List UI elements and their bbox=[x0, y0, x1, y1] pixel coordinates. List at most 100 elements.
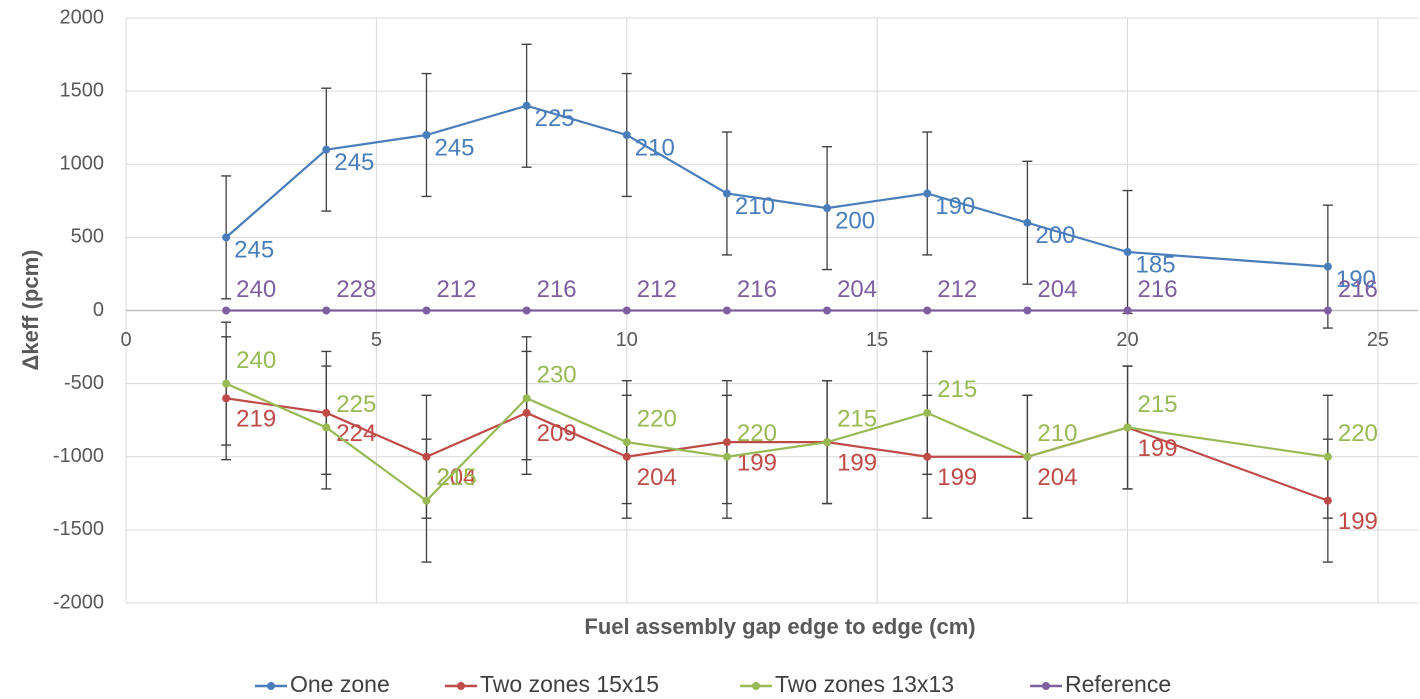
y-tick-label: -2000 bbox=[53, 591, 104, 613]
data-point bbox=[622, 131, 631, 139]
data-point bbox=[622, 306, 631, 315]
data-point bbox=[823, 438, 832, 447]
data-point bbox=[923, 452, 932, 461]
data-point bbox=[622, 452, 631, 461]
data-label: 224 bbox=[336, 420, 376, 447]
y-tick-label: 0 bbox=[93, 299, 104, 321]
data-label: 212 bbox=[637, 276, 677, 303]
legend-label: Two zones 15x15 bbox=[480, 671, 659, 697]
data-label: 215 bbox=[436, 464, 476, 491]
data-point bbox=[222, 394, 231, 403]
data-label: 225 bbox=[535, 105, 575, 132]
data-label: 199 bbox=[1338, 508, 1378, 535]
data-label: 185 bbox=[1136, 251, 1176, 278]
data-label: 245 bbox=[234, 237, 274, 264]
y-tick-label: 1000 bbox=[60, 153, 105, 175]
data-point bbox=[522, 408, 531, 417]
data-point bbox=[1123, 248, 1132, 256]
data-label: 240 bbox=[236, 347, 276, 374]
data-label: 199 bbox=[937, 464, 977, 491]
data-point bbox=[1023, 306, 1032, 315]
data-point bbox=[923, 189, 932, 198]
data-label: 216 bbox=[737, 276, 777, 303]
legend-swatch-dot bbox=[267, 682, 275, 690]
y-tick-label: -1000 bbox=[53, 445, 104, 467]
y-tick-label: 2000 bbox=[60, 6, 105, 28]
data-label: 204 bbox=[1037, 464, 1077, 491]
data-point bbox=[222, 379, 231, 388]
data-point bbox=[1123, 306, 1132, 315]
data-label: 220 bbox=[637, 405, 677, 432]
data-point bbox=[823, 204, 832, 213]
legend-label: One zone bbox=[290, 671, 390, 697]
y-axis-title: Δkeff (pcm) bbox=[18, 250, 43, 371]
data-label: 230 bbox=[537, 362, 577, 389]
data-label: 212 bbox=[937, 276, 977, 303]
x-tick-label: 0 bbox=[120, 329, 131, 351]
data-point bbox=[322, 408, 331, 417]
data-point bbox=[622, 438, 631, 447]
data-label: 245 bbox=[334, 149, 374, 176]
x-tick-label: 5 bbox=[371, 329, 382, 351]
data-point bbox=[1323, 262, 1332, 271]
data-point bbox=[823, 306, 832, 315]
legend-swatch-dot bbox=[1042, 682, 1050, 690]
y-tick-label: 1500 bbox=[60, 79, 105, 101]
data-label: 199 bbox=[1138, 435, 1178, 462]
data-point bbox=[1323, 452, 1332, 461]
data-point bbox=[722, 438, 731, 447]
data-point bbox=[222, 306, 231, 315]
data-label: 245 bbox=[434, 134, 474, 161]
data-label: 220 bbox=[737, 420, 777, 447]
data-label: 209 bbox=[537, 420, 577, 447]
legend-label: Two zones 13x13 bbox=[775, 671, 954, 697]
x-tick-label: 10 bbox=[616, 329, 638, 351]
legend-label: Reference bbox=[1065, 671, 1171, 697]
y-tick-label: -1500 bbox=[53, 518, 104, 540]
data-label: 204 bbox=[1037, 276, 1077, 303]
data-label: 216 bbox=[1138, 276, 1178, 303]
series-line bbox=[225, 104, 1328, 268]
data-label: 190 bbox=[1336, 266, 1376, 293]
x-axis-title: Fuel assembly gap edge to edge (cm) bbox=[584, 614, 975, 639]
data-point bbox=[422, 306, 431, 315]
data-point bbox=[422, 452, 431, 461]
data-point bbox=[322, 145, 331, 154]
data-label: 215 bbox=[937, 376, 977, 403]
data-point bbox=[1023, 452, 1032, 461]
data-point bbox=[322, 306, 331, 315]
data-label: 212 bbox=[436, 276, 476, 303]
data-label: 204 bbox=[637, 464, 677, 491]
data-label: 228 bbox=[336, 276, 376, 303]
x-tick-label: 15 bbox=[866, 329, 888, 351]
data-point bbox=[422, 131, 431, 139]
data-point bbox=[522, 101, 531, 110]
data-label: 199 bbox=[837, 449, 877, 476]
data-label: 220 bbox=[1338, 420, 1378, 447]
data-label: 210 bbox=[1037, 420, 1077, 447]
data-point bbox=[1323, 496, 1332, 505]
data-point bbox=[322, 423, 331, 432]
data-label: 215 bbox=[837, 405, 877, 432]
data-point bbox=[1023, 218, 1032, 227]
data-label: 216 bbox=[1338, 276, 1378, 303]
y-tick-label: 500 bbox=[71, 226, 104, 248]
data-label: 216 bbox=[537, 276, 577, 303]
data-point bbox=[722, 189, 731, 198]
x-tick-label: 20 bbox=[1116, 329, 1138, 351]
data-point bbox=[1323, 306, 1332, 315]
data-label: 200 bbox=[835, 207, 875, 234]
data-label: 190 bbox=[935, 193, 975, 220]
data-label: 240 bbox=[236, 276, 276, 303]
data-label: 219 bbox=[236, 406, 276, 433]
data-point bbox=[1123, 423, 1132, 432]
data-label: 210 bbox=[635, 134, 675, 161]
data-point bbox=[422, 496, 431, 505]
data-label: 225 bbox=[336, 391, 376, 418]
data-point bbox=[222, 233, 231, 242]
data-point bbox=[923, 306, 932, 315]
data-label: 210 bbox=[735, 193, 775, 220]
data-label: 215 bbox=[1138, 391, 1178, 418]
x-tick-label: 25 bbox=[1367, 329, 1389, 351]
